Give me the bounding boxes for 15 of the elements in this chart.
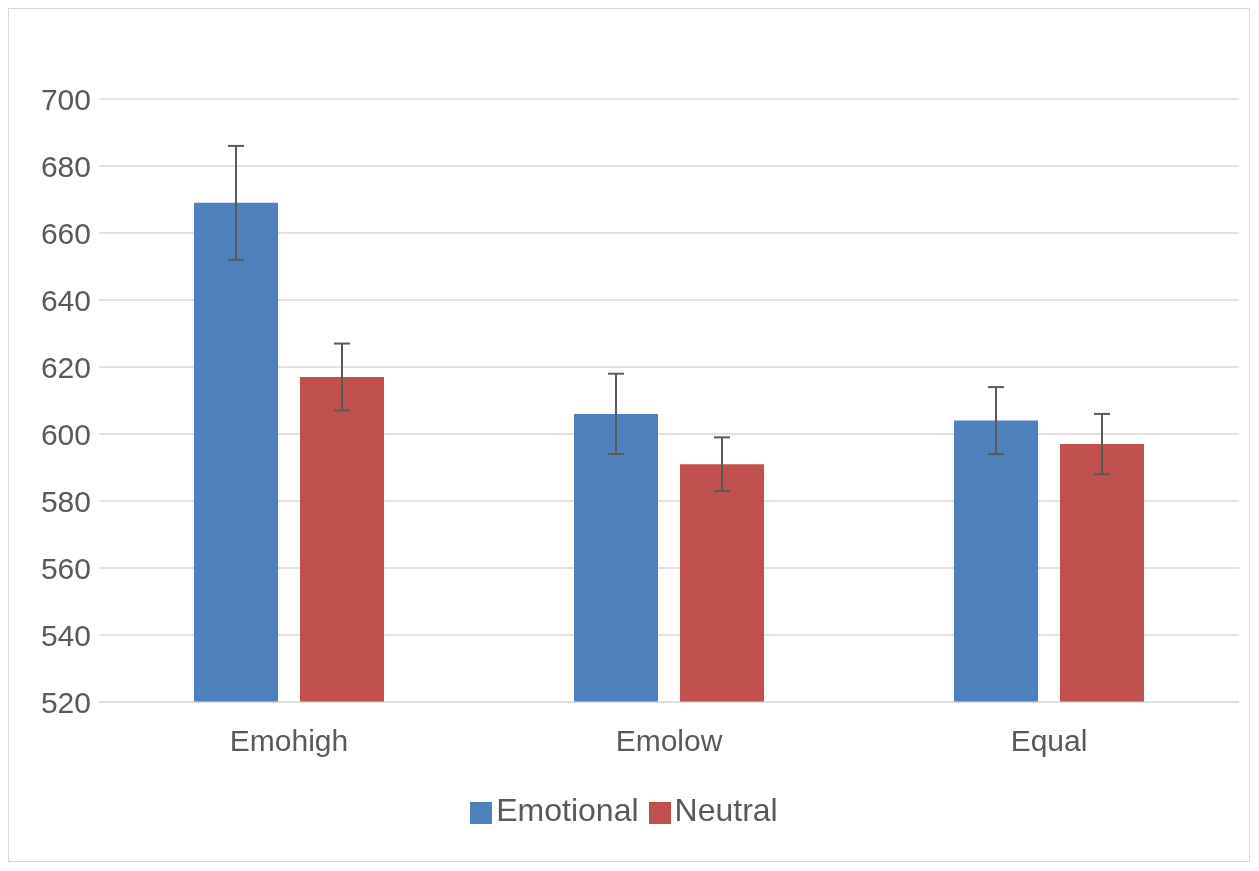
- y-tick-label: 620: [40, 350, 91, 384]
- y-tick-label: 680: [40, 149, 91, 183]
- y-tick-label: 640: [40, 283, 91, 317]
- y-tick-label: 520: [40, 685, 91, 719]
- y-tick-label: 700: [40, 82, 91, 116]
- x-tick-label: Emohigh: [229, 724, 349, 758]
- x-tick-label: Equal: [1010, 724, 1088, 758]
- y-tick-label: 580: [40, 484, 91, 518]
- y-tick-label: 560: [40, 551, 91, 585]
- legend-label: Neutral: [674, 792, 778, 828]
- x-tick-label: Emolow: [615, 724, 723, 758]
- y-tick-label: 660: [40, 216, 91, 250]
- y-tick-label: 600: [40, 417, 91, 451]
- legend-label: Emotional: [496, 792, 639, 828]
- y-tick-label: 540: [40, 618, 91, 652]
